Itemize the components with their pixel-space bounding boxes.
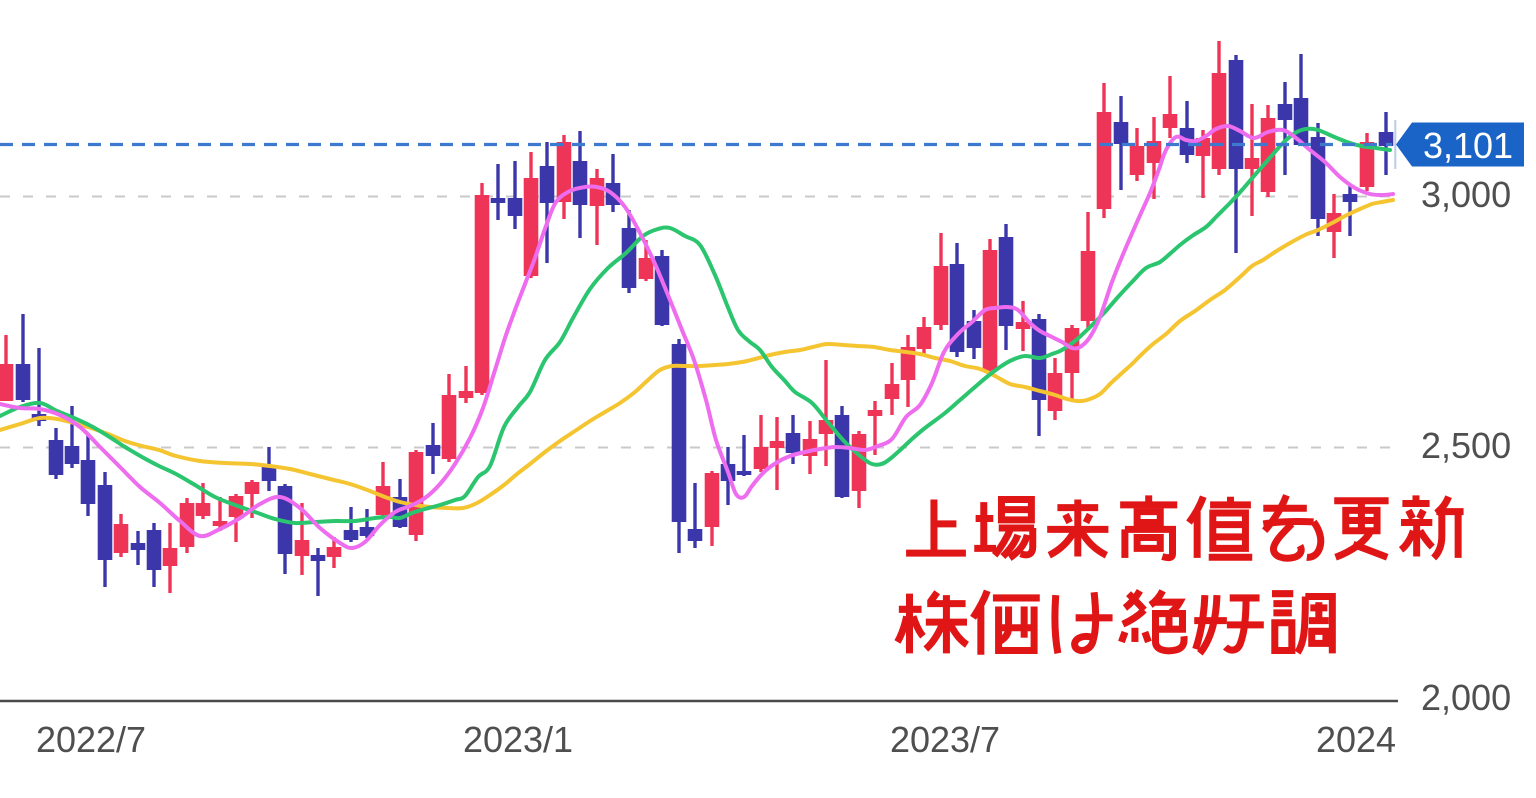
svg-text:2,000: 2,000	[1421, 677, 1511, 718]
svg-text:2023/7: 2023/7	[890, 719, 1000, 760]
svg-text:3,000: 3,000	[1421, 174, 1511, 215]
svg-text:2022/7: 2022/7	[36, 719, 146, 760]
svg-text:2024: 2024	[1316, 719, 1396, 760]
svg-text:3,101: 3,101	[1423, 125, 1513, 166]
svg-text:2023/1: 2023/1	[463, 719, 573, 760]
svg-text:2,500: 2,500	[1421, 425, 1511, 466]
